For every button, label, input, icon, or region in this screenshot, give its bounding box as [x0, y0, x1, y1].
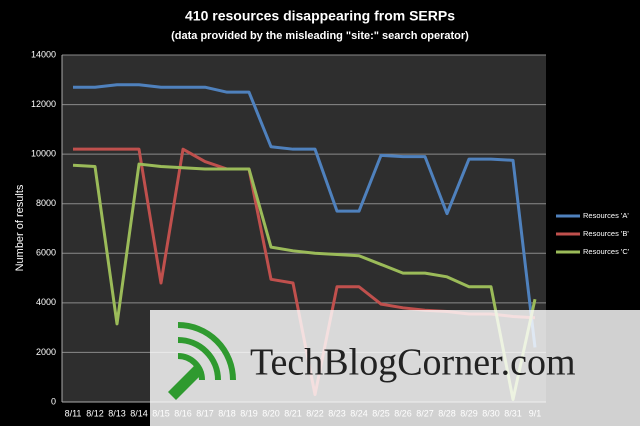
y-axis-label: Number of results [14, 184, 26, 271]
series-line [73, 83, 537, 348]
y-tick-label: 8000 [36, 198, 56, 208]
legend-label: Resources 'C' [583, 247, 630, 256]
x-tick-label: 8/13 [108, 408, 126, 418]
y-tick-label: 4000 [36, 297, 56, 307]
x-tick-label: 8/14 [130, 408, 148, 418]
y-tick-label: 6000 [36, 248, 56, 258]
legend-label: Resources 'B' [583, 229, 629, 238]
watermark-text: TechBlogCorner.com [250, 342, 576, 384]
x-tick-label: 8/12 [86, 408, 104, 418]
y-tick-label: 0 [51, 396, 56, 406]
watermark: TechBlogCorner.com [150, 310, 640, 426]
series-line [72, 162, 537, 402]
y-tick-label: 12000 [31, 99, 56, 109]
x-tick-label: 8/11 [65, 408, 82, 418]
y-tick-label: 2000 [36, 347, 56, 357]
watermark-icon [177, 322, 236, 381]
watermark-pencil [168, 364, 204, 400]
y-tick-label: 10000 [31, 149, 56, 159]
chart-title: 410 resources disappearing from SERPs [185, 8, 455, 24]
chart-subtitle: (data provided by the misleading "site:"… [171, 30, 469, 42]
legend-label: Resources 'A' [583, 211, 629, 220]
y-tick-label: 14000 [31, 49, 56, 59]
